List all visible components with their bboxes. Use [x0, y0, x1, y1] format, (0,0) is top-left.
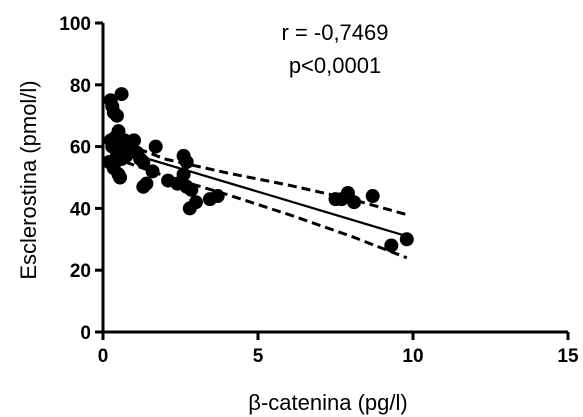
p-value-annotation: p<0,0001	[289, 53, 381, 78]
correlation-annotation: r = -0,7469	[281, 20, 388, 45]
y-axis-label: Esclerostina (pmol/l)	[16, 80, 41, 279]
x-tick-label: 10	[402, 346, 423, 367]
y-tick-label: 40	[70, 199, 91, 220]
y-tick-label: 0	[80, 323, 91, 344]
data-point	[119, 148, 134, 163]
data-point	[384, 238, 399, 253]
x-axis: 0 5 10 15	[98, 330, 579, 367]
x-axis-label: β-catenina (pg/l)	[248, 390, 407, 415]
y-tick-label: 100	[59, 14, 91, 35]
data-point	[113, 170, 128, 185]
data-point	[114, 87, 129, 102]
regression-line	[111, 147, 408, 238]
data-point	[189, 195, 203, 210]
data-point	[179, 155, 194, 170]
data-point	[176, 167, 191, 182]
x-tick-label: 15	[557, 346, 579, 367]
data-point	[145, 164, 160, 179]
data-point	[210, 189, 225, 204]
data-point	[136, 179, 151, 194]
data-point	[148, 139, 163, 154]
data-point	[399, 232, 414, 247]
y-tick-label: 20	[70, 261, 91, 282]
data-point	[136, 155, 151, 170]
x-ticks: 0 5 10 15	[98, 332, 579, 367]
x-tick-label: 5	[253, 346, 264, 367]
y-ticks: 0 20 40 60 80 100	[59, 14, 103, 344]
data-point	[127, 133, 141, 148]
y-tick-label: 60	[70, 138, 91, 159]
data-point	[365, 189, 380, 204]
ci-band	[111, 137, 408, 260]
data-points	[102, 87, 414, 253]
data-point	[347, 195, 362, 210]
y-tick-label: 80	[70, 76, 91, 97]
y-axis: 0 20 40 60 80 100	[59, 14, 105, 344]
data-point	[184, 182, 199, 197]
data-point	[109, 108, 124, 123]
x-tick-label: 0	[98, 346, 109, 367]
